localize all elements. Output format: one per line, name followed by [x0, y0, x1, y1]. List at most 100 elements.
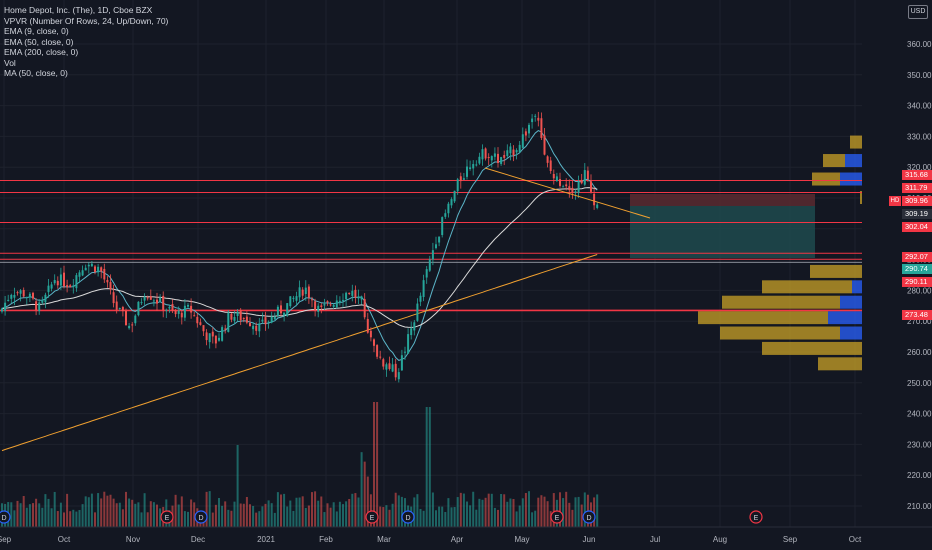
volume-bar — [115, 503, 118, 527]
volume-bar — [382, 507, 385, 527]
event-marker-label: E — [370, 515, 375, 522]
volume-bar — [335, 511, 338, 527]
legend-title[interactable]: Home Depot, Inc. (The), 1D, Cboe BZX — [4, 5, 153, 15]
candle-body — [78, 272, 81, 277]
volume-bar — [490, 493, 493, 527]
legend-ema50[interactable]: EMA (50, close, 0) — [4, 36, 74, 47]
volume-bar — [66, 493, 69, 527]
volume-bar — [425, 407, 428, 527]
candle-body — [537, 117, 540, 121]
currency-label[interactable]: USD — [908, 5, 928, 19]
candle-body — [546, 156, 549, 163]
event-marker-label: D — [586, 515, 591, 522]
candle-body — [255, 325, 258, 331]
volume-bar — [224, 501, 227, 527]
candle-body — [490, 156, 493, 161]
volume-bar — [41, 507, 44, 527]
candle-body — [332, 304, 335, 307]
price-tag: 290.11 — [902, 277, 932, 287]
volume-bar — [258, 511, 261, 527]
volume-bar — [112, 498, 115, 527]
legend-ema200[interactable]: EMA (200, close, 0) — [4, 47, 79, 57]
candle-body — [146, 297, 149, 299]
volume-bar — [521, 498, 524, 527]
volume-bar — [307, 505, 310, 527]
candle-body — [534, 115, 537, 117]
candle-body — [94, 266, 96, 272]
candle-body — [497, 153, 499, 163]
earnings-marker — [160, 510, 174, 524]
volume-bar — [379, 506, 382, 527]
candle-body — [549, 160, 552, 171]
candle-body — [7, 299, 10, 301]
earnings-marker — [749, 510, 763, 524]
volume-bar — [270, 503, 273, 527]
volume-bar — [87, 497, 90, 527]
candle-body — [388, 363, 391, 369]
candle-body — [162, 295, 165, 310]
legend-vol[interactable]: Vol — [4, 57, 16, 68]
volume-profile-down — [762, 341, 862, 355]
price-axis-bg — [862, 0, 932, 550]
time-tick-label: Oct — [58, 535, 71, 544]
volume-bar — [28, 504, 31, 527]
candle-body — [500, 157, 503, 164]
volume-bar — [571, 509, 574, 527]
candle-body — [44, 294, 47, 303]
candle-body — [187, 304, 189, 307]
volume-bar — [267, 500, 270, 527]
volume-bar — [146, 512, 149, 527]
volume-bar — [180, 496, 183, 527]
event-marker-label: E — [754, 515, 759, 522]
price-tick-label: 280.00 — [907, 286, 932, 295]
candle-body — [311, 299, 313, 301]
price-tick-label: 330.00 — [907, 132, 932, 141]
candle-body — [506, 150, 509, 156]
legend-ma50[interactable]: MA (50, close, 0) — [4, 68, 68, 78]
candle-body — [580, 179, 583, 184]
time-tick-label: May — [514, 535, 529, 544]
candle-body — [159, 297, 162, 302]
candle-body — [586, 170, 589, 180]
volume-bar — [109, 494, 112, 527]
price-tag: 292.07 — [902, 252, 932, 262]
candle-body — [407, 334, 410, 354]
candle-body — [292, 297, 295, 299]
volume-bar — [239, 503, 242, 527]
legend-vpvr[interactable]: VPVR (Number Of Rows, 24, Up/Down, 70) — [4, 15, 169, 26]
volume-bar — [264, 503, 267, 527]
price-tick-label: 350.00 — [907, 71, 932, 80]
volume-profile-down — [823, 154, 845, 168]
candle-body — [518, 144, 521, 153]
candle-body — [466, 166, 468, 177]
volume-bar — [363, 461, 366, 527]
volume-profile-down — [812, 172, 840, 186]
volume-bar — [143, 493, 146, 527]
volume-bar — [261, 506, 264, 527]
volume-bar — [314, 491, 317, 527]
time-tick-label: Sep — [0, 535, 12, 544]
volume-bar — [435, 510, 437, 527]
candle-body — [577, 181, 580, 193]
time-tick-label: Dec — [191, 535, 205, 544]
candle-body — [47, 285, 50, 293]
volume-bar — [292, 510, 295, 527]
volume-bar — [208, 491, 211, 527]
volume-bar — [252, 505, 255, 527]
candle-body — [425, 269, 428, 278]
candle-body — [512, 149, 515, 156]
candle-body — [115, 301, 118, 310]
candle-body — [363, 299, 366, 318]
candle-body — [168, 306, 171, 309]
price-tick-label: 270.00 — [907, 317, 932, 326]
volume-bar — [177, 504, 180, 527]
candle-body — [134, 315, 137, 324]
legend-ema9[interactable]: EMA (9, close, 0) — [4, 26, 69, 36]
candle-body — [270, 316, 273, 323]
candle-body — [438, 236, 441, 243]
candle-body — [245, 316, 248, 323]
volume-bar — [97, 493, 100, 527]
candle-body — [1, 308, 3, 312]
candle-body — [137, 301, 140, 316]
